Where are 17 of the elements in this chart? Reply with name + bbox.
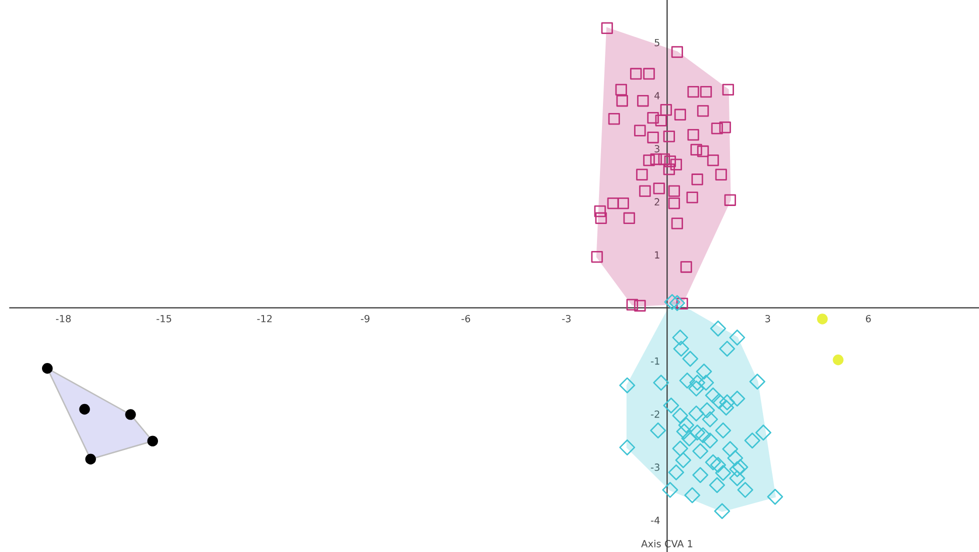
x-tick-label: -15 (156, 315, 172, 322)
x-tick-label: -12 (257, 314, 272, 322)
x-tick-label: 6 (866, 314, 871, 322)
y-tick-label: 1 (655, 251, 660, 258)
y-tick-label: 2 (654, 198, 660, 206)
y-tick-label: 3 (654, 145, 660, 152)
x-tick-label: -9 (360, 314, 370, 322)
y-tick-label: -1 (650, 358, 660, 365)
y-tick-label: -2 (650, 410, 660, 418)
x-tick-label: -18 (56, 314, 71, 322)
x-tick-label: -3 (562, 314, 571, 322)
y-tick-label: 5 (654, 39, 660, 46)
x-tick-label: 3 (765, 314, 770, 322)
y-tick-label: -4 (650, 516, 660, 524)
x-tick-label: -6 (462, 314, 470, 322)
y-tick-label: 4 (654, 92, 660, 100)
y-tick-label: -3 (650, 464, 660, 471)
